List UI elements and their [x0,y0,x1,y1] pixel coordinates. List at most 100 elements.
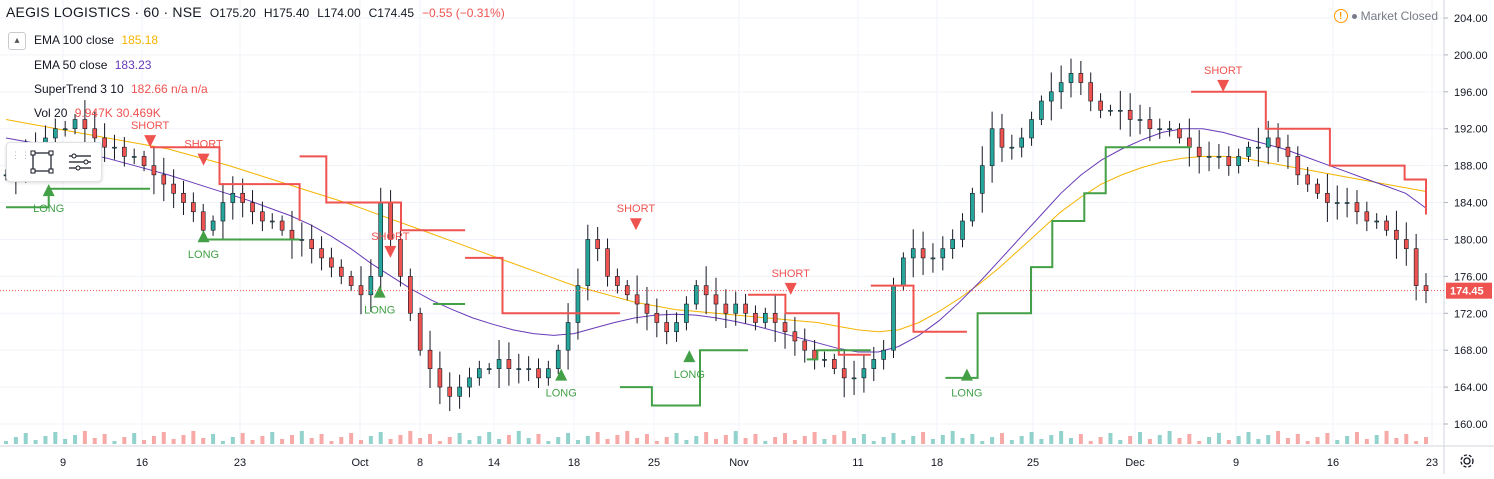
volume-bar [280,439,285,444]
candle-body [161,174,167,185]
indicator-supertrend[interactable]: SuperTrend 3 10 182.66 n/a n/a [34,82,208,96]
candle-body [822,359,827,361]
supertrend-down [870,284,967,333]
volume-bar [980,441,985,444]
volume-bar [1147,439,1152,444]
volume-bar [211,434,216,444]
candle-body [309,239,314,249]
volume-bar [1019,436,1024,444]
candle-body [1394,229,1399,240]
candle-body [950,239,955,249]
drag-handle[interactable]: ⋮⋮ [11,150,31,160]
candle-body [555,349,561,369]
volume-bar [990,437,995,444]
volume-bar [1069,438,1073,444]
volume-bar [783,433,788,444]
volume-bar [792,440,797,444]
long-signal-arrow [960,368,973,381]
indicator-ema50[interactable]: EMA 50 close 183.23 [34,58,151,72]
volume-bar [881,437,886,444]
candle-body [674,322,679,333]
candle-body [1265,137,1271,148]
volume-bar [1335,440,1340,444]
volume-bar [585,436,590,444]
chevron-up-icon[interactable]: ▴ [8,32,26,50]
volume-bar [1098,437,1103,444]
candle-body [457,386,462,397]
volume-bar [1207,437,1212,444]
volume-bar [1197,441,1202,444]
symbol-title[interactable]: AEGIS LOGISTICS · 60 · NSE [6,4,202,20]
volume-bar [4,441,8,444]
time-tick-label: 23 [234,457,246,469]
volume-bar [625,431,630,444]
candle-body [920,248,926,259]
rectangle-tool-icon[interactable] [29,149,55,175]
candle-body [615,276,620,286]
volume-bar [901,440,906,444]
supertrend-down [748,293,871,356]
volume-bar [960,438,965,444]
long-signal-label: LONG [364,305,395,317]
volume-bar [743,438,748,444]
candle-body [802,340,808,351]
candle-body [605,248,610,277]
volume-bar [575,440,580,444]
time-tick-label: 8 [417,457,423,469]
candle-body [269,220,275,223]
gear-icon[interactable] [1458,452,1476,470]
time-tick-label: 25 [648,457,660,469]
candle-body [486,368,492,370]
candle-body [1098,100,1103,111]
market-status[interactable]: ! Market Closed [1333,9,1438,23]
candle-body [891,285,896,351]
volume-bar [1384,431,1389,444]
candle-body [654,312,660,323]
candle-body [1384,220,1389,231]
volume-bar [950,431,955,444]
long-signal-label: LONG [674,369,705,381]
supertrend-down [1191,90,1427,215]
volume-bar [1374,435,1379,444]
volume-bar [73,435,78,444]
price-tick-label: 172.00 [1454,308,1488,320]
volume-bar [999,433,1004,444]
volume-bar [329,441,334,444]
volume-bar [270,432,275,444]
volume-bar [753,434,758,444]
candle-body [743,303,748,314]
symbol-header: AEGIS LOGISTICS · 60 · NSE O175.20 H175.… [6,4,505,20]
short-signal-arrow [1217,79,1230,92]
candle-body [536,368,541,379]
time-tick-label: Dec [1125,457,1145,469]
candle-body [1167,128,1172,131]
indicator-value: 183.23 [114,58,152,72]
volume-bar [122,437,127,444]
volume-bar [516,431,521,444]
volume-bar [319,434,324,444]
volume-bar [714,439,718,444]
volume-bar [1157,435,1162,444]
drawing-toolbox[interactable]: ⋮⋮ [6,142,102,182]
horizontal-lines-icon[interactable] [67,149,93,175]
indicator-volume[interactable]: Vol 20 9.947K 30.469K [34,106,161,120]
candle-body [1285,146,1291,157]
long-signal-arrow [555,368,568,381]
candle-body [723,303,729,314]
candle-body [329,257,334,268]
time-tick-label: 11 [852,457,863,469]
volume-bar [349,433,354,444]
long-signal-label: LONG [546,388,577,400]
volume-bar [309,438,314,444]
long-signal-label: LONG [188,249,219,261]
price-tick-label: 192.00 [1454,124,1488,136]
indicator-ema100[interactable]: EMA 100 close 185.18 [34,33,158,47]
candle-body [1374,220,1379,223]
candle-body [53,128,58,139]
candle-body [595,239,600,249]
volume-bar [23,433,28,444]
indicator-value: 185.18 [121,33,159,47]
candle-body [131,156,137,158]
